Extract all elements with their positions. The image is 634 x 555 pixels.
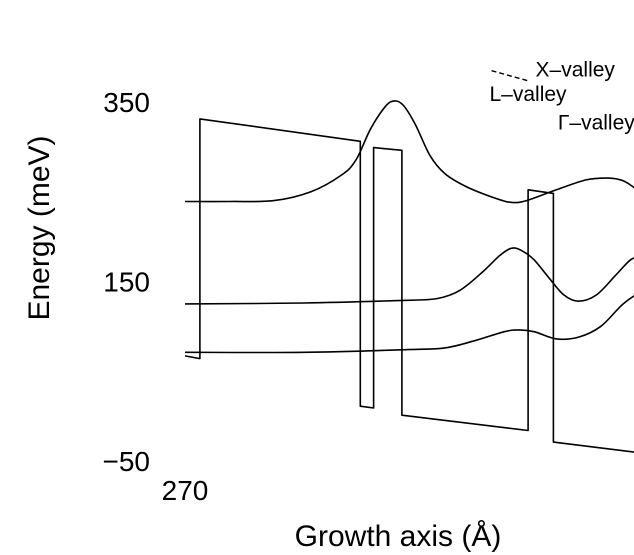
band-edge-line — [184, 118, 634, 453]
y-tick-label: 150 — [103, 266, 150, 297]
curves-group — [184, 100, 634, 453]
wavefunction-line-3 — [184, 295, 634, 354]
wavefunction-line-2 — [184, 247, 634, 305]
x-axis-label: Growth axis (Å) — [295, 520, 502, 553]
x-valley-dash-marker — [491, 69, 528, 82]
y-tick-label: −50 — [103, 446, 151, 477]
wavefunction-line-1 — [184, 100, 634, 204]
annotation-label-2: Γ–valley — [558, 112, 634, 135]
y-tick-labels: −50 150 350 — [103, 87, 151, 477]
annotation-label-1: L–valley — [490, 83, 568, 106]
x-tick-label: 270 — [162, 475, 209, 506]
y-axis-label: Energy (meV) — [23, 135, 56, 320]
annotation-label-0: X–valley — [536, 59, 616, 82]
x-tick-labels: 270 — [162, 475, 209, 506]
y-tick-label: 350 — [103, 87, 150, 118]
